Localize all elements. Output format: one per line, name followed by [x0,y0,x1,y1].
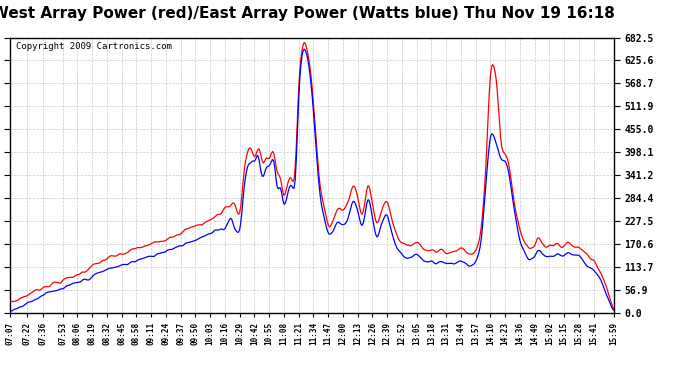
Text: Copyright 2009 Cartronics.com: Copyright 2009 Cartronics.com [17,42,172,51]
Text: West Array Power (red)/East Array Power (Watts blue) Thu Nov 19 16:18: West Array Power (red)/East Array Power … [0,6,615,21]
